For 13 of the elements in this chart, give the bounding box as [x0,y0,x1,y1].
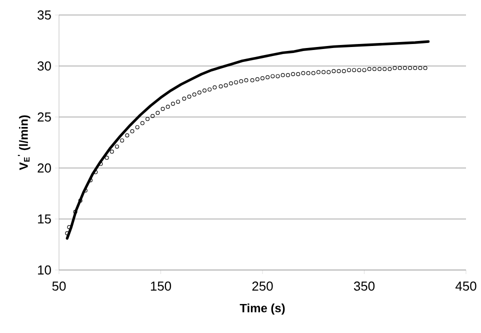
y-tick-label: 25 [38,112,51,122]
y-tick-label: 15 [38,214,51,224]
y-axis-title: V$_{E}$$^{'}$ (l/min) [18,115,30,170]
x-axis-title: Time (s) [240,304,285,315]
y-tick-label: 30 [38,61,51,71]
x-tick-label: 350 [354,282,375,291]
x-tick-label: 150 [150,282,172,291]
x-tick-label: 250 [252,282,273,291]
y-tick-label: 10 [38,265,51,275]
x-tick-label: 50 [52,282,66,291]
y-tick-label: 20 [38,163,51,173]
x-tick-label: 450 [455,282,476,291]
y-tick-label: 35 [38,10,51,20]
